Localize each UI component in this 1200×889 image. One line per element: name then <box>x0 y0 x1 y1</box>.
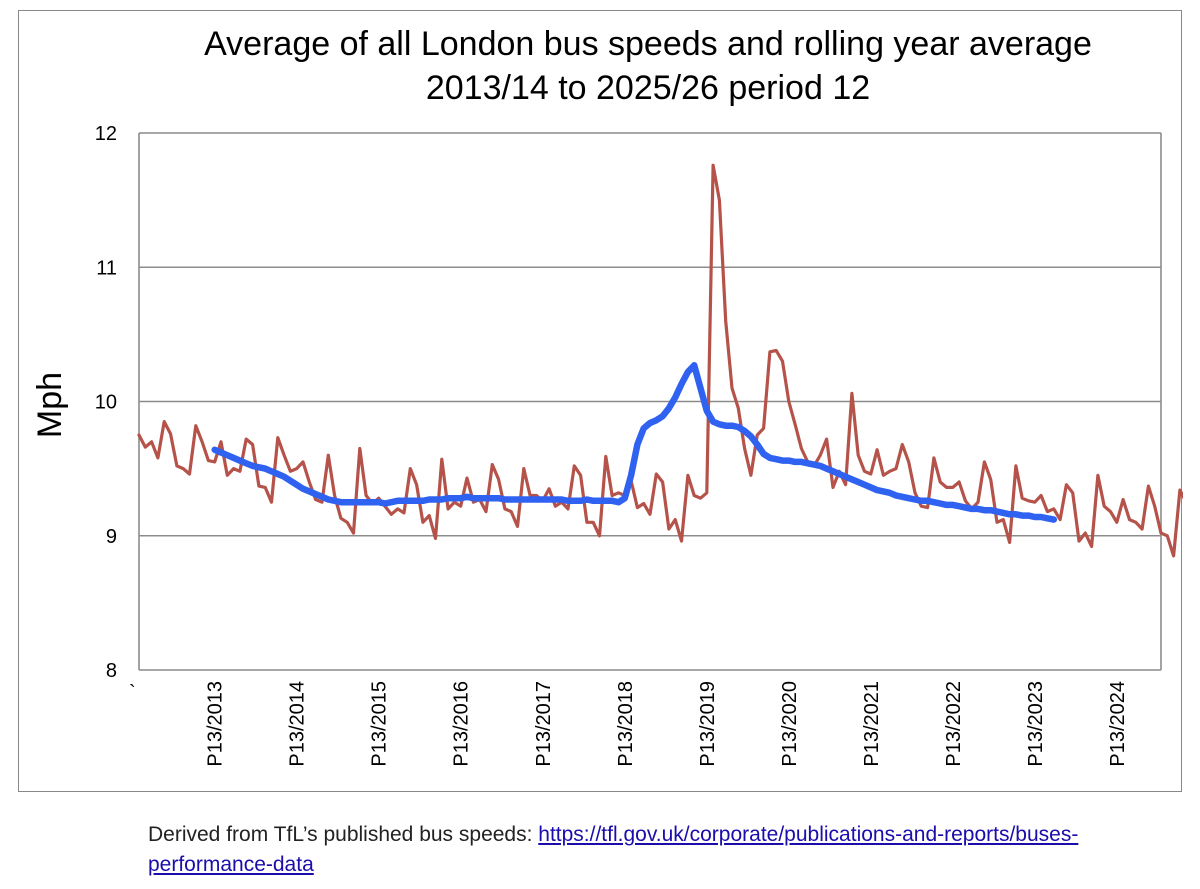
x-tick-label: P13/2024 <box>1107 681 1129 767</box>
y-axis-ticks: 8 9 10 11 12 <box>95 123 117 682</box>
x-tick-label: P13/2015 <box>369 681 391 767</box>
x-tick-label: P13/2013 <box>205 681 227 767</box>
x-tick-label: P13/2023 <box>1025 681 1047 767</box>
x-tick-label: P13/2019 <box>697 681 719 767</box>
y-tick-label: 8 <box>106 660 117 682</box>
x-tick-label: P13/2016 <box>451 681 473 767</box>
x-axis-ticks: P13/2013 P13/2014 P13/2015 P13/2016 P13/2017… <box>205 681 1183 767</box>
x-tick-label: P13/2017 <box>533 681 555 767</box>
y-tick-label: 12 <box>95 123 117 145</box>
source-note: Derived from TfL’s published bus speeds:… <box>148 820 1148 880</box>
y-tick-label: 11 <box>96 257 117 279</box>
x-tick-label: P13/2022 <box>943 681 965 767</box>
y-tick-label: 10 <box>95 392 117 414</box>
chart-title-line-1: Average of all London bus speeds and rol… <box>204 25 1092 63</box>
series-line-rolling-average <box>211 362 1058 523</box>
x-tick-label: P13/2021 <box>861 681 883 767</box>
y-tick-label: 9 <box>106 526 117 548</box>
source-prefix: Derived from TfL’s published bus speeds: <box>148 823 539 846</box>
source-link[interactable]: https://tfl.gov.uk/corporate/publication… <box>148 823 1079 876</box>
y-axis-label: Mph <box>31 372 69 438</box>
chart-title-line-2: 2013/14 to 2025/26 period 12 <box>426 69 870 107</box>
x-axis-corner-tick: ` <box>129 682 136 704</box>
x-tick-label: P13/2014 <box>287 681 309 767</box>
gridlines <box>138 132 1162 671</box>
series-line-average-speed <box>137 163 1183 558</box>
x-tick-label: P13/2020 <box>779 681 801 767</box>
x-tick-label: P13/2018 <box>615 681 637 767</box>
line-chart: Average of all London bus speeds and rol… <box>31 25 1183 767</box>
series-lines <box>137 163 1183 558</box>
chart-frame: Average of all London bus speeds and rol… <box>18 10 1183 792</box>
